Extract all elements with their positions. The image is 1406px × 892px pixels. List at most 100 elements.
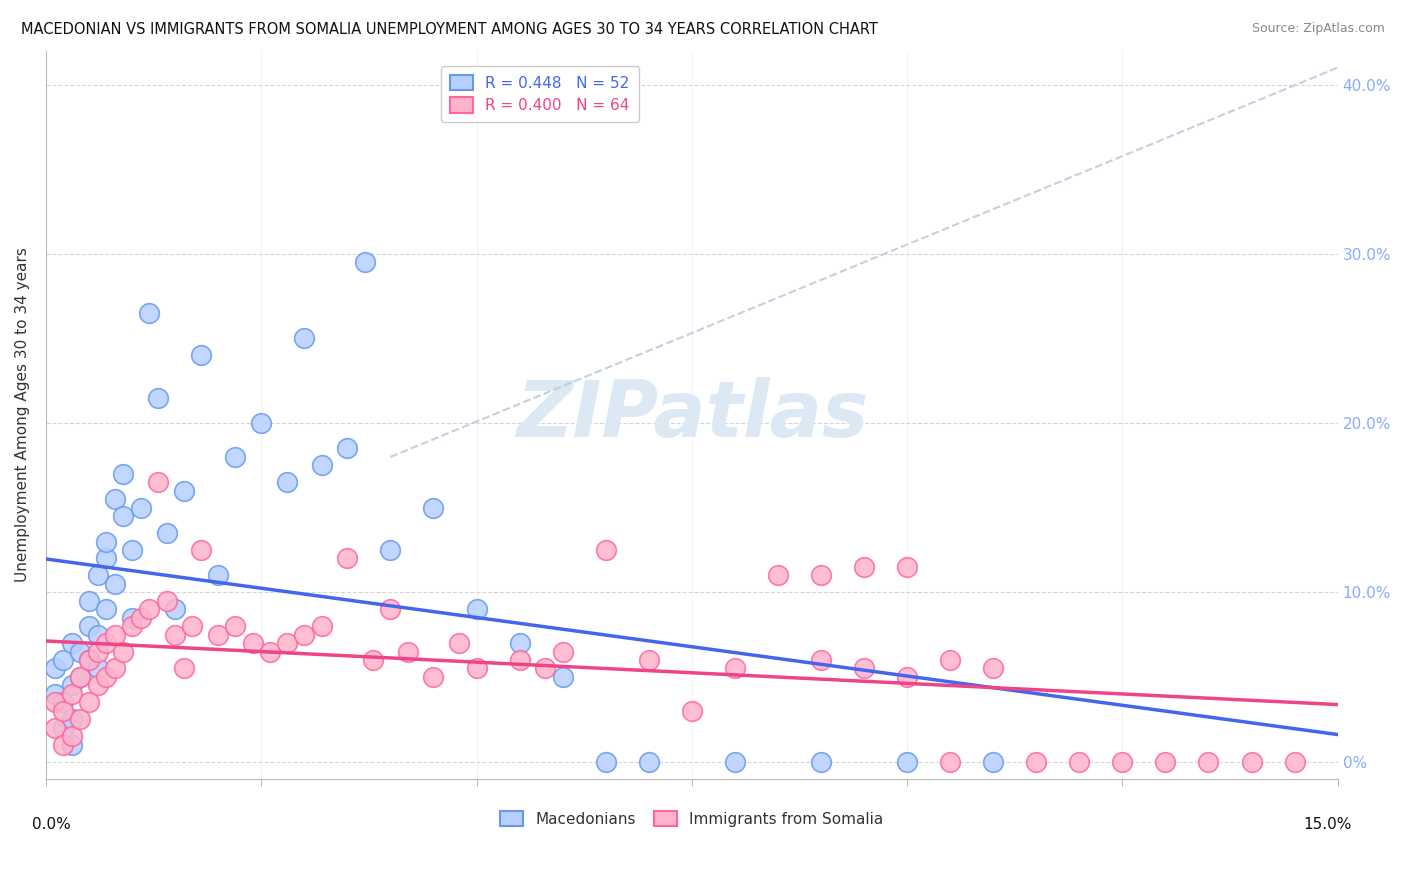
Point: [311, 619, 333, 633]
Point: [129, 611, 152, 625]
Point: [190, 348, 212, 362]
Point: [224, 619, 246, 633]
Point: [637, 755, 659, 769]
Point: [96, 534, 118, 549]
Point: [44, 687, 66, 701]
Point: [86, 644, 108, 658]
Point: [766, 568, 789, 582]
Point: [77, 653, 100, 667]
Point: [52, 653, 75, 667]
Point: [981, 755, 1004, 769]
Point: [44, 695, 66, 709]
Point: [121, 611, 143, 625]
Text: 0.0%: 0.0%: [32, 817, 70, 832]
Point: [104, 577, 127, 591]
Point: [52, 704, 75, 718]
Point: [173, 661, 195, 675]
Point: [724, 755, 747, 769]
Point: [104, 492, 127, 507]
Point: [336, 551, 359, 566]
Point: [96, 551, 118, 566]
Point: [637, 653, 659, 667]
Point: [121, 543, 143, 558]
Point: [69, 712, 91, 726]
Point: [353, 255, 375, 269]
Point: [52, 695, 75, 709]
Point: [292, 331, 315, 345]
Point: [449, 636, 471, 650]
Point: [896, 560, 918, 574]
Point: [77, 695, 100, 709]
Point: [190, 543, 212, 558]
Point: [422, 500, 444, 515]
Point: [465, 602, 488, 616]
Point: [1025, 755, 1047, 769]
Point: [69, 670, 91, 684]
Point: [112, 509, 135, 524]
Legend: Macedonians, Immigrants from Somalia: Macedonians, Immigrants from Somalia: [494, 805, 890, 833]
Point: [380, 543, 402, 558]
Point: [380, 602, 402, 616]
Point: [207, 568, 229, 582]
Point: [121, 619, 143, 633]
Point: [112, 467, 135, 481]
Text: ZIPatlas: ZIPatlas: [516, 376, 868, 452]
Point: [86, 627, 108, 641]
Point: [1198, 755, 1220, 769]
Point: [155, 526, 177, 541]
Point: [146, 391, 169, 405]
Point: [595, 543, 617, 558]
Point: [138, 602, 160, 616]
Point: [810, 568, 832, 582]
Point: [242, 636, 264, 650]
Point: [77, 594, 100, 608]
Point: [551, 670, 574, 684]
Point: [104, 661, 127, 675]
Point: [207, 627, 229, 641]
Point: [77, 653, 100, 667]
Point: [939, 653, 962, 667]
Point: [465, 661, 488, 675]
Point: [276, 636, 298, 650]
Point: [86, 678, 108, 692]
Point: [44, 721, 66, 735]
Point: [939, 755, 962, 769]
Point: [77, 619, 100, 633]
Point: [551, 644, 574, 658]
Point: [52, 721, 75, 735]
Point: [1154, 755, 1177, 769]
Point: [259, 644, 281, 658]
Point: [311, 458, 333, 473]
Y-axis label: Unemployment Among Ages 30 to 34 years: Unemployment Among Ages 30 to 34 years: [15, 247, 30, 582]
Point: [60, 712, 83, 726]
Point: [534, 661, 557, 675]
Point: [60, 738, 83, 752]
Point: [1069, 755, 1091, 769]
Point: [44, 661, 66, 675]
Point: [1111, 755, 1133, 769]
Point: [138, 306, 160, 320]
Point: [396, 644, 419, 658]
Point: [86, 568, 108, 582]
Point: [60, 636, 83, 650]
Point: [165, 627, 187, 641]
Point: [112, 644, 135, 658]
Point: [250, 416, 273, 430]
Point: [1284, 755, 1306, 769]
Point: [422, 670, 444, 684]
Point: [509, 653, 531, 667]
Point: [361, 653, 384, 667]
Point: [52, 738, 75, 752]
Point: [96, 670, 118, 684]
Point: [60, 729, 83, 743]
Text: 15.0%: 15.0%: [1303, 817, 1351, 832]
Point: [810, 653, 832, 667]
Point: [86, 661, 108, 675]
Point: [724, 661, 747, 675]
Point: [96, 602, 118, 616]
Point: [96, 636, 118, 650]
Point: [981, 661, 1004, 675]
Point: [595, 755, 617, 769]
Point: [181, 619, 204, 633]
Point: [292, 627, 315, 641]
